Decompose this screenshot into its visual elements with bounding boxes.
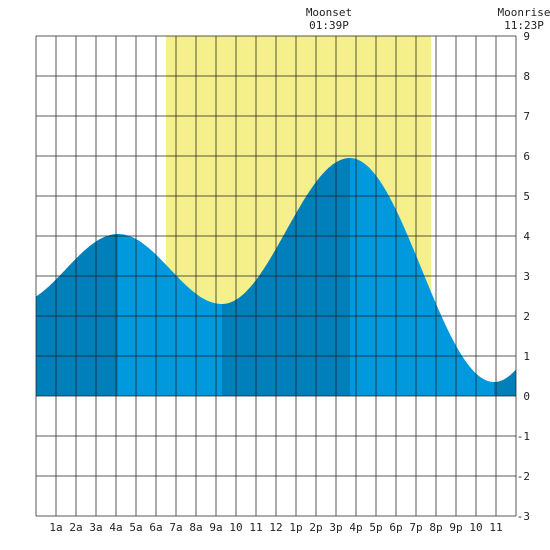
x-tick-label: 4p <box>349 521 362 534</box>
moonset-title: Moonset <box>306 6 352 19</box>
x-tick-label: 9p <box>449 521 462 534</box>
x-tick-label: 11 <box>249 521 262 534</box>
y-tick-labels: -3 -2 -1 0 1 2 3 4 5 6 7 8 9 <box>517 30 531 523</box>
y-tick-label: -2 <box>517 470 530 483</box>
y-tick-label: 8 <box>523 70 530 83</box>
x-tick-label: 3p <box>329 521 342 534</box>
x-tick-label: 1p <box>289 521 302 534</box>
rising-tide-segment <box>222 158 350 396</box>
y-tick-label: 7 <box>523 110 530 123</box>
x-tick-label: 4a <box>109 521 122 534</box>
x-tick-label: 2a <box>69 521 82 534</box>
rising-tide-segment <box>36 234 118 396</box>
x-tick-label: 6p <box>389 521 402 534</box>
y-tick-label: -3 <box>517 510 530 523</box>
x-tick-label: 2p <box>309 521 322 534</box>
y-tick-label: 5 <box>523 190 530 203</box>
y-tick-label: -1 <box>517 430 530 443</box>
grid-layer <box>35 35 517 517</box>
moonrise-title: Moonrise <box>498 6 550 19</box>
moonset-time: 01:39P <box>309 19 349 32</box>
x-tick-label: 6a <box>149 521 162 534</box>
x-tick-label: 10 <box>469 521 482 534</box>
x-tick-label: 5a <box>129 521 142 534</box>
x-tick-label: 3a <box>89 521 102 534</box>
y-tick-label: 2 <box>523 310 530 323</box>
x-tick-label: 10 <box>229 521 242 534</box>
y-tick-label: 3 <box>523 270 530 283</box>
x-tick-label: 11 <box>489 521 502 534</box>
x-tick-label: 5p <box>369 521 382 534</box>
y-tick-label: 0 <box>523 390 530 403</box>
falling-tide-segment <box>350 158 494 396</box>
y-tick-label: 1 <box>523 350 530 363</box>
y-tick-label: 4 <box>523 230 530 243</box>
x-tick-label: 8a <box>189 521 202 534</box>
x-tick-label: 8p <box>429 521 442 534</box>
x-tick-labels: 1a 2a 3a 4a 5a 6a 7a 8a 9a 10 11 12 1p 2p 3p 4p 5p 6p 7p 8p… <box>49 521 502 534</box>
x-tick-label: 12 <box>269 521 282 534</box>
x-tick-label: 1a <box>49 521 62 534</box>
y-tick-label: 9 <box>523 30 530 43</box>
x-tick-label: 7a <box>169 521 182 534</box>
rising-tide-segment <box>494 369 516 396</box>
x-tick-label: 7p <box>409 521 422 534</box>
y-tick-label: 6 <box>523 150 530 163</box>
x-tick-label: 9a <box>209 521 222 534</box>
moonrise-time: 11:23P <box>504 19 544 32</box>
